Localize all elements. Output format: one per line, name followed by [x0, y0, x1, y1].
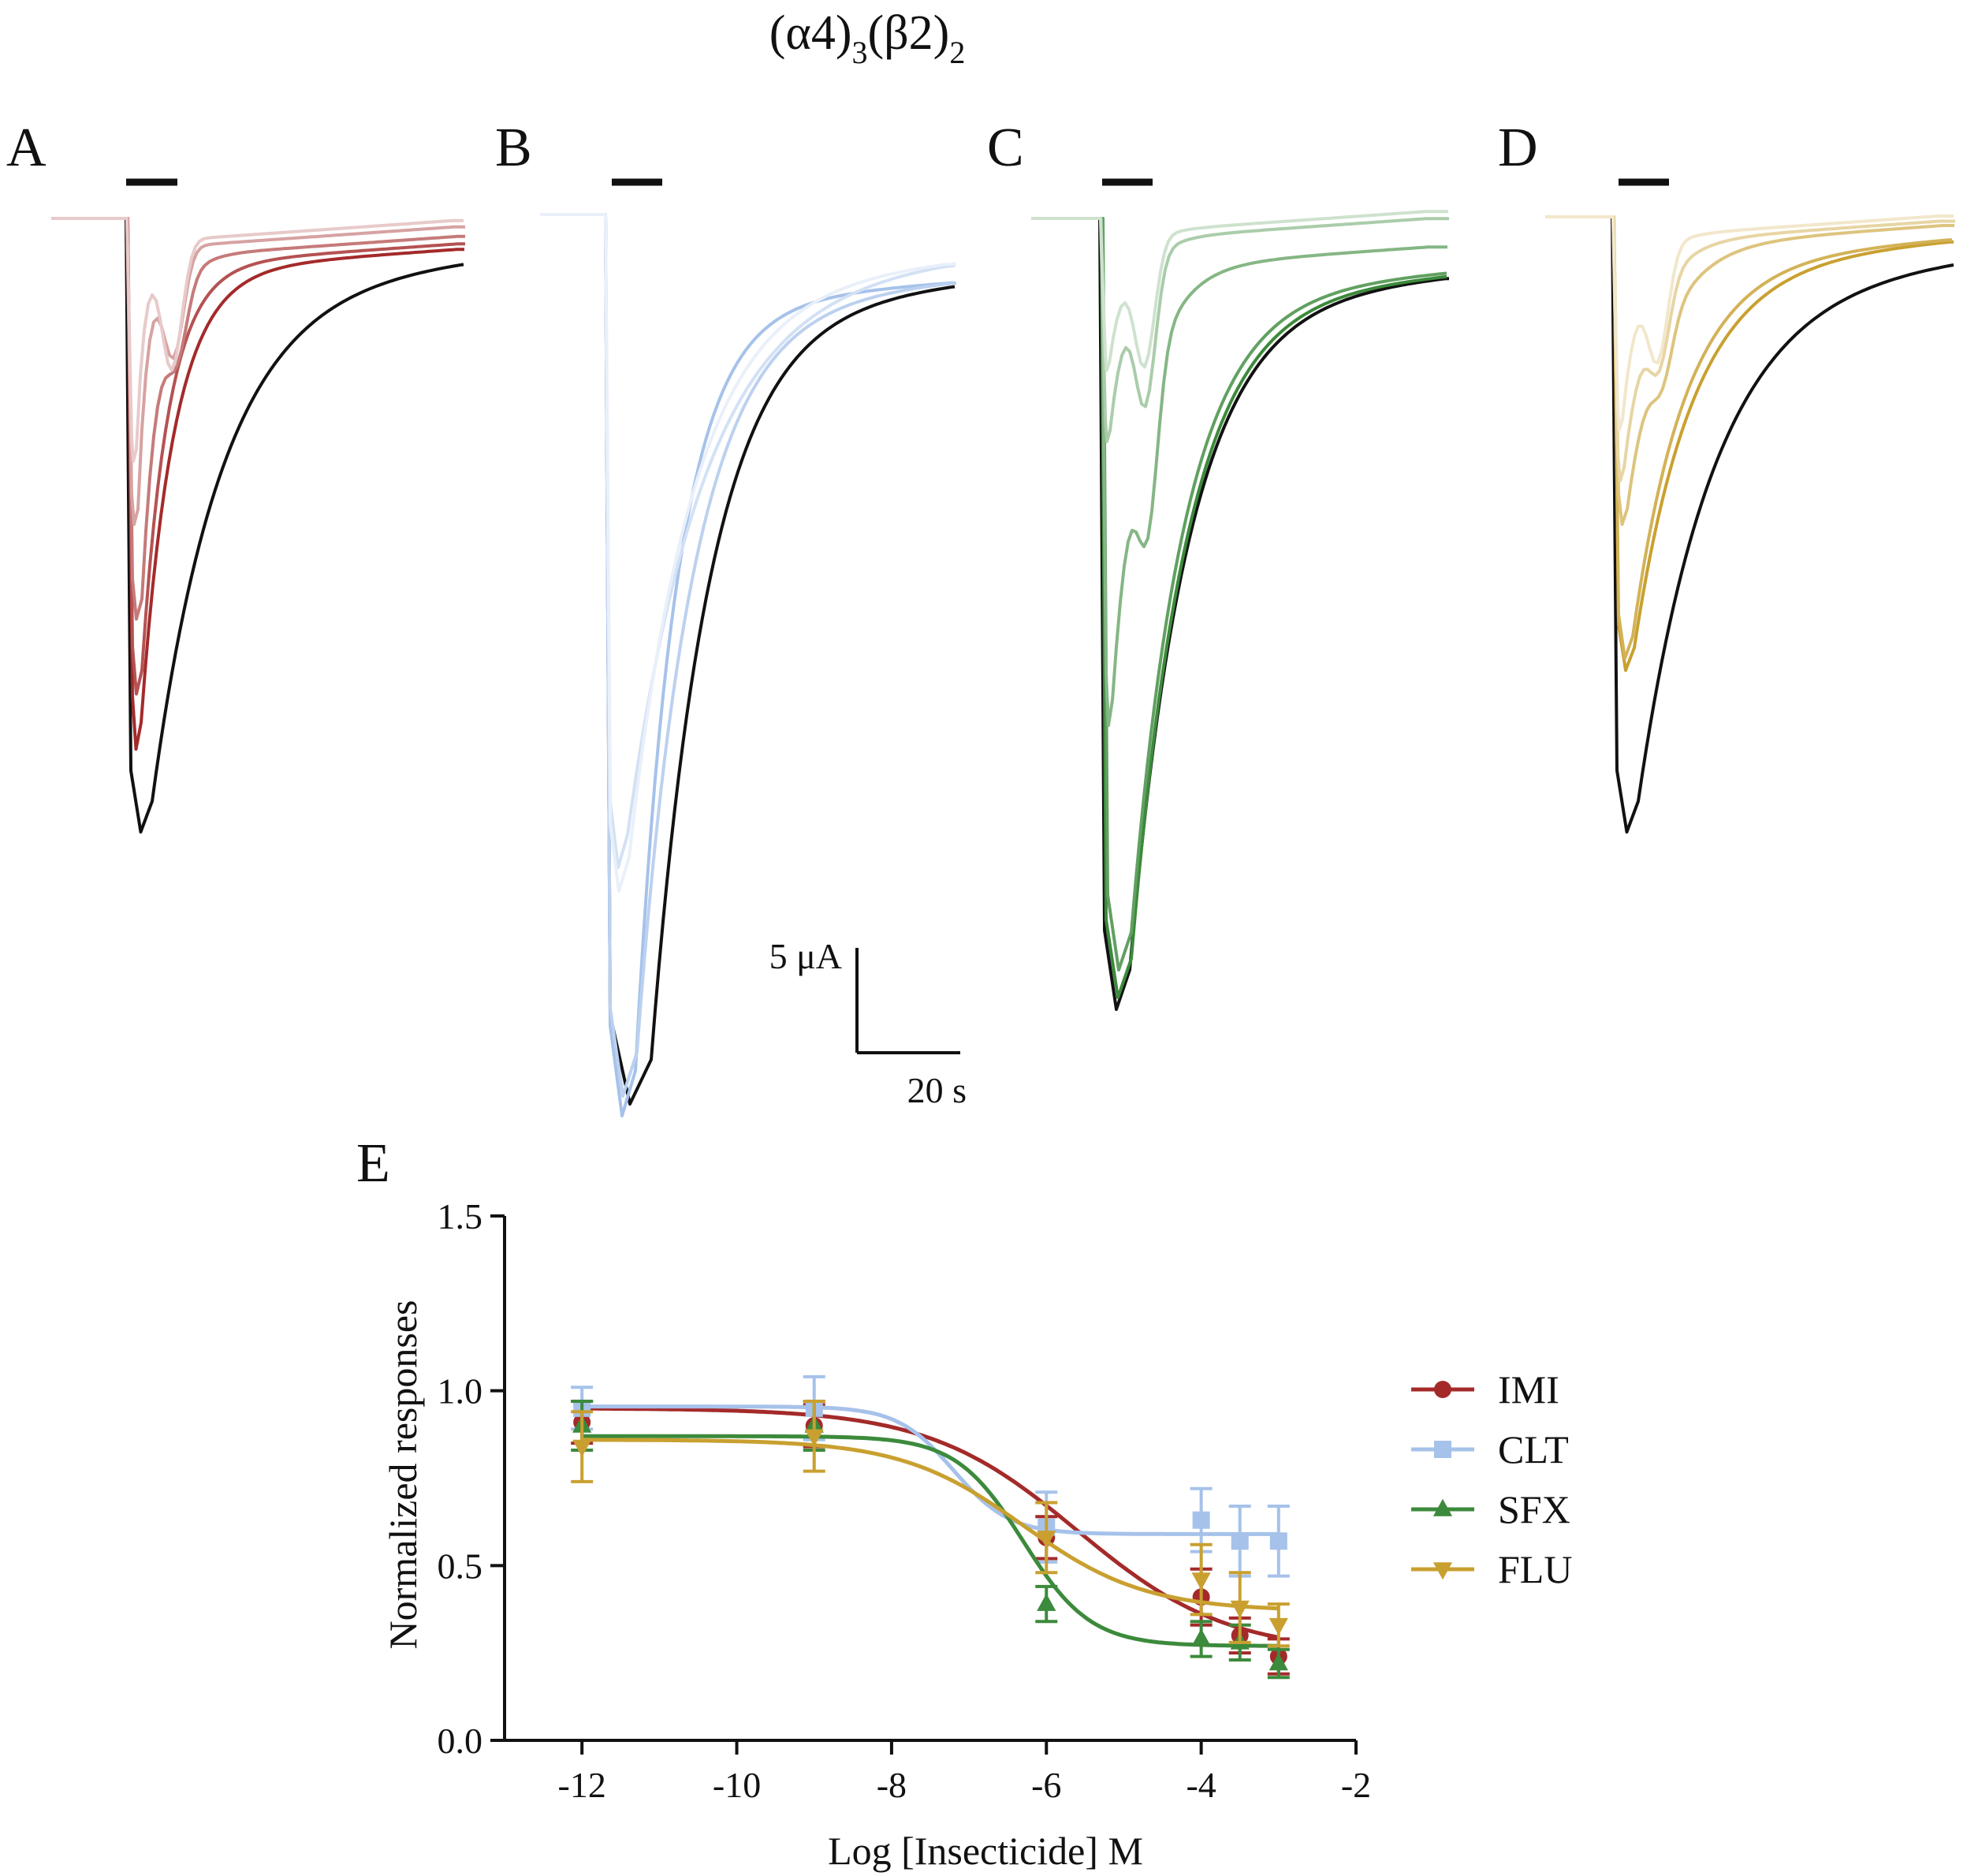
title-sub1: 3 [851, 35, 867, 70]
title-mid: (β2) [867, 6, 949, 60]
traces-panel-d [1545, 214, 1955, 834]
data-point [1231, 1532, 1249, 1550]
legend-label: IMI [1498, 1367, 1559, 1412]
data-point [572, 1439, 592, 1457]
data-point [1268, 1617, 1288, 1635]
title-sub2: 2 [949, 35, 965, 70]
fit-curve [582, 1434, 1279, 1648]
legend-marker [1432, 1562, 1453, 1580]
insecticide-trace [1545, 214, 1954, 431]
insecticide-trace [51, 217, 465, 696]
data-point [1192, 1511, 1210, 1529]
data-point [1037, 1531, 1056, 1549]
traces-panel-a [51, 217, 465, 834]
legend-label: CLT [1498, 1427, 1569, 1471]
fit-curve [582, 1438, 1279, 1611]
legend-label: SFX [1498, 1487, 1570, 1531]
scale-bar-current-label: 5 μA [769, 936, 842, 976]
y-axis-label: Normalized responses [381, 1300, 425, 1650]
insecticide-trace [1545, 215, 1954, 672]
insecticide-trace [1545, 215, 1955, 483]
legend-marker [1432, 1498, 1453, 1516]
insecticide-trace [1545, 215, 1953, 660]
y-tick-label: 0.0 [438, 1721, 483, 1761]
insecticide-trace [51, 217, 464, 463]
insecticide-trace [540, 213, 956, 869]
x-axis-label: Log [Insecticide] M [828, 1829, 1143, 1873]
x-tick-label: -6 [1031, 1765, 1061, 1805]
data-point [1191, 1572, 1211, 1591]
insecticide-trace [51, 217, 465, 621]
x-tick-label: -4 [1186, 1765, 1216, 1805]
data-point [1230, 1600, 1250, 1618]
control-trace [540, 213, 956, 1106]
panel-label-c: C [987, 117, 1024, 178]
insecticide-trace [540, 213, 957, 893]
series-flu [571, 1399, 1290, 1648]
panel-label-b: B [495, 117, 532, 178]
control-trace [51, 217, 464, 834]
x-tick-label: -10 [713, 1765, 761, 1805]
traces-panel-b [540, 213, 957, 1117]
x-tick-label: -8 [877, 1765, 907, 1805]
insecticide-trace [1031, 210, 1448, 372]
dose-response-chart: 0.0 0.5 1.0 1.5 -12 -10 -8 -6 -4 -2 [438, 1196, 1372, 1805]
data-point [804, 1429, 824, 1447]
insecticide-trace [1031, 217, 1447, 972]
fit-curve [582, 1404, 1279, 1536]
figure-title: (α4)3(β2)2 [769, 6, 966, 70]
legend-marker [1434, 1441, 1451, 1458]
control-trace [1031, 217, 1450, 1011]
traces-panel-c [1031, 210, 1450, 1011]
legend-label: FLU [1498, 1547, 1572, 1591]
insecticide-trace [1031, 217, 1447, 999]
title-main: (α4) [769, 6, 852, 60]
scale-bar-time-label: 20 s [907, 1070, 967, 1110]
insecticide-trace [540, 213, 956, 1117]
series-clt [571, 1374, 1290, 1578]
data-point [1037, 1593, 1056, 1611]
insecticide-trace [51, 217, 464, 751]
control-trace [1545, 215, 1954, 834]
x-tick-label: -2 [1341, 1765, 1371, 1805]
legend-marker [1434, 1381, 1451, 1398]
y-tick-label: 0.5 [438, 1546, 483, 1586]
data-point [1269, 1532, 1287, 1550]
y-tick-label: 1.0 [438, 1371, 483, 1412]
panel-label-e: E [356, 1133, 390, 1194]
data-point [1191, 1628, 1211, 1647]
panel-label-a: A [6, 117, 47, 178]
data-point [1268, 1653, 1288, 1671]
insecticide-trace [1545, 215, 1954, 526]
y-tick-label: 1.5 [438, 1196, 483, 1236]
panel-label-d: D [1498, 117, 1538, 178]
insecticide-trace [540, 213, 957, 1098]
insecticide-trace [1031, 217, 1447, 727]
legend: IMI CLT SFX FLU [1411, 1367, 1572, 1591]
insecticide-trace [1031, 217, 1449, 443]
x-tick-label: -12 [558, 1765, 606, 1805]
